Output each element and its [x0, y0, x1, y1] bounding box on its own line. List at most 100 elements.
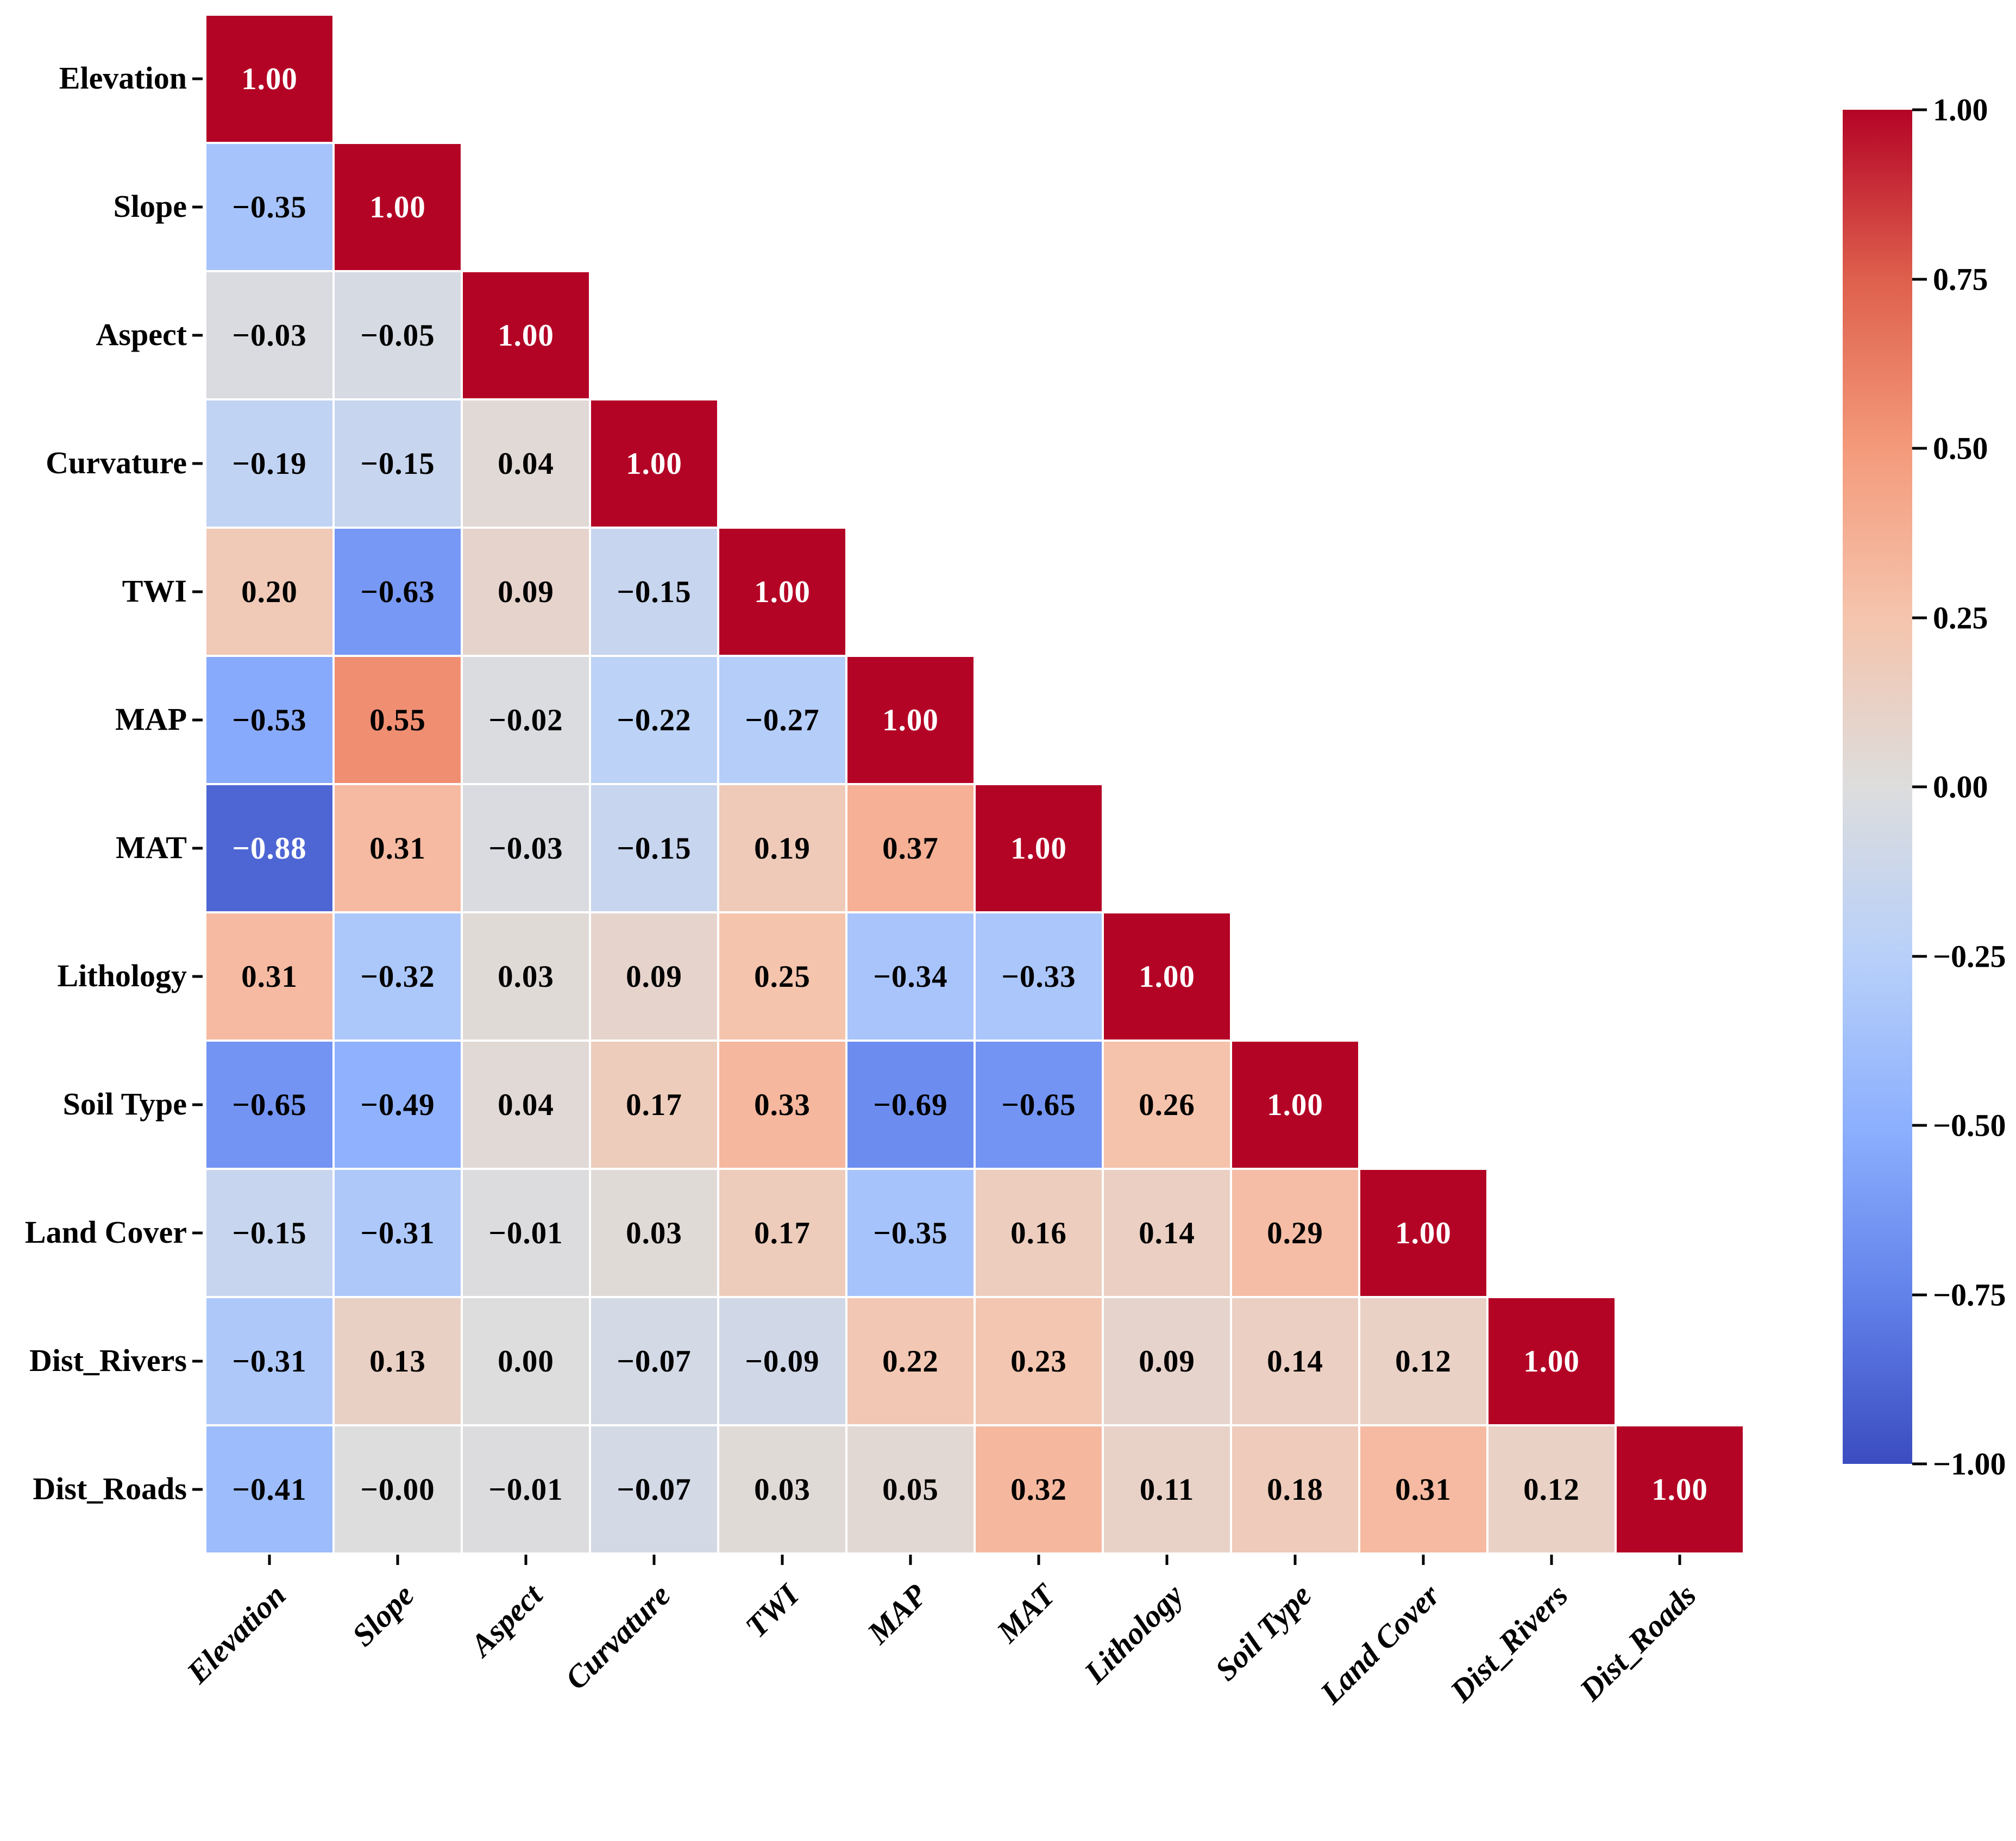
cell-value: 0.04	[498, 1087, 554, 1122]
cell-value: −0.35	[873, 1216, 948, 1250]
row-label: Lithology	[57, 958, 187, 994]
cell-value: −0.65	[1001, 1087, 1076, 1122]
cell-value: 0.09	[498, 574, 554, 609]
cell-value: −0.00	[360, 1472, 435, 1507]
x-axis-tick	[909, 1555, 912, 1565]
heatmap-cell: 0.09	[1103, 1297, 1231, 1425]
row-label: Dist_Rivers	[29, 1343, 187, 1379]
heatmap-cell: 0.31	[334, 784, 462, 912]
colorbar-tick	[1912, 616, 1927, 619]
row-label: Aspect	[96, 317, 187, 353]
heatmap-cell: 1.00	[1487, 1297, 1616, 1425]
colorbar-tick-label: −1.00	[1933, 1446, 2006, 1482]
heatmap-cell: 0.00	[462, 1297, 590, 1425]
cell-value: −0.15	[617, 831, 692, 866]
x-axis-tick	[652, 1555, 656, 1565]
x-axis-tick	[1678, 1555, 1681, 1565]
heatmap-cell: −0.22	[590, 656, 718, 784]
heatmap-cell: 0.03	[590, 1169, 718, 1297]
heatmap-cell: 1.00	[334, 143, 462, 271]
y-axis-tick	[192, 718, 203, 722]
x-axis-tick	[1422, 1555, 1425, 1565]
cell-value: 0.09	[626, 959, 682, 994]
heatmap-cell: 0.03	[718, 1425, 846, 1554]
y-axis-tick	[192, 462, 203, 465]
heatmap-cell: 0.23	[975, 1297, 1103, 1425]
cell-value: 0.18	[1267, 1472, 1323, 1507]
cell-value: 1.00	[1523, 1344, 1580, 1379]
y-axis-tick	[192, 205, 203, 209]
heatmap-cell: −0.03	[205, 271, 334, 399]
heatmap-cell: 1.00	[1231, 1041, 1359, 1169]
heatmap-cell: −0.07	[590, 1425, 718, 1554]
cell-value: −0.15	[360, 446, 435, 481]
colorbar-tick	[1912, 1124, 1927, 1127]
heatmap-cell: −0.49	[334, 1041, 462, 1169]
heatmap-cell: −0.15	[334, 399, 462, 528]
y-axis-tick	[192, 77, 203, 80]
y-axis-tick	[192, 1360, 203, 1363]
heatmap-cell: −0.01	[462, 1425, 590, 1554]
colorbar-tick-label: 0.75	[1933, 261, 1988, 297]
cell-value: −0.01	[488, 1472, 563, 1507]
colorbar-tick-label: −0.50	[1933, 1107, 2006, 1143]
cell-value: −0.22	[617, 703, 692, 737]
cell-value: −0.69	[873, 1087, 948, 1122]
heatmap-cell: 0.12	[1359, 1297, 1487, 1425]
colorbar-tick-label: 0.25	[1933, 600, 1988, 635]
heatmap-cell: −0.41	[205, 1425, 334, 1554]
colorbar-tick	[1912, 278, 1927, 280]
colorbar-tick	[1912, 955, 1927, 957]
heatmap-cell: 0.32	[975, 1425, 1103, 1554]
cell-value: −0.65	[232, 1087, 307, 1122]
heatmap-cell: 1.00	[1103, 912, 1231, 1041]
heatmap-cell: −0.35	[846, 1169, 975, 1297]
cell-value: −0.33	[1001, 959, 1076, 994]
cell-value: 0.03	[498, 959, 554, 994]
cell-value: 0.12	[1523, 1472, 1580, 1507]
heatmap-cell: −0.33	[975, 912, 1103, 1041]
cell-value: 0.12	[1395, 1344, 1452, 1379]
heatmap-cell: −0.69	[846, 1041, 975, 1169]
heatmap-cell: −0.27	[718, 656, 846, 784]
heatmap-cell: −0.35	[205, 143, 334, 271]
cell-value: −0.27	[745, 703, 820, 737]
cell-value: 0.03	[626, 1216, 682, 1250]
heatmap-cell: 0.17	[718, 1169, 846, 1297]
cell-value: −0.88	[232, 831, 307, 866]
col-label: Curvature	[558, 1577, 677, 1696]
cell-value: 0.25	[754, 959, 811, 994]
heatmap-cell: −0.03	[462, 784, 590, 912]
heatmap-cell: 1.00	[718, 528, 846, 656]
heatmap-cell: −0.31	[334, 1169, 462, 1297]
heatmap-cell: −0.07	[590, 1297, 718, 1425]
cell-value: 0.37	[882, 831, 939, 866]
cell-value: −0.07	[617, 1472, 692, 1507]
heatmap-cell: 0.33	[718, 1041, 846, 1169]
row-label: Elevation	[59, 60, 187, 96]
heatmap-cell: 0.12	[1487, 1425, 1616, 1554]
cell-value: 1.00	[498, 318, 554, 353]
heatmap-cell: −0.02	[462, 656, 590, 784]
cell-value: −0.31	[232, 1344, 307, 1379]
row-label: MAT	[115, 830, 187, 866]
cell-value: −0.41	[232, 1472, 307, 1507]
cell-value: 0.29	[1267, 1216, 1323, 1250]
x-axis-tick	[781, 1555, 784, 1565]
correlation-figure: 1.00 −0.35 1.00 −0.03 −0.05 1.00 −0.19 −0.15 0.0…	[25, 15, 2006, 1711]
cell-value: 0.23	[1010, 1344, 1067, 1379]
heatmap-cell: 0.04	[462, 399, 590, 528]
heatmap-cell: 0.09	[590, 912, 718, 1041]
cell-value: 0.05	[882, 1472, 939, 1507]
col-label: MAT	[990, 1577, 1062, 1650]
y-axis-tick	[192, 1488, 203, 1491]
heatmap-cell: 0.17	[590, 1041, 718, 1169]
heatmap-cell: −0.88	[205, 784, 334, 912]
cell-value: −0.09	[745, 1344, 820, 1379]
x-axis-tick	[1293, 1555, 1297, 1565]
x-axis-tick	[1037, 1555, 1040, 1565]
heatmap-cell: −0.15	[205, 1169, 334, 1297]
x-axis-tick	[1550, 1555, 1553, 1565]
cell-value: −0.01	[488, 1216, 563, 1250]
col-label: Lithology	[1077, 1577, 1190, 1690]
